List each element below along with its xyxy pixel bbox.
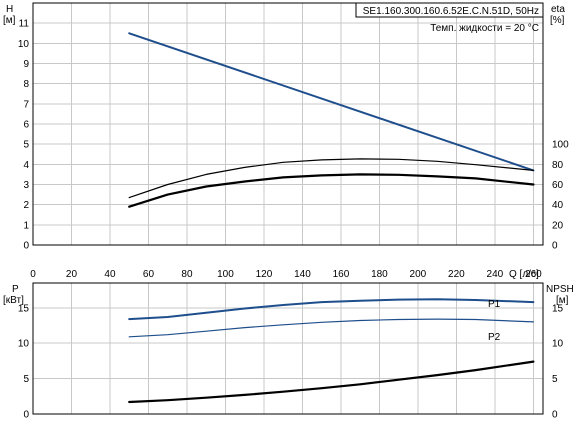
x-tick-label: 140 — [294, 269, 311, 280]
p2-curve — [128, 318, 535, 338]
top-right-axis-unit: [%] — [550, 15, 565, 26]
bottom-right-tick-label: 10 — [552, 339, 564, 350]
top-left-tick-label: 2 — [23, 200, 29, 211]
bottom-left-tick-label: 10 — [18, 339, 30, 350]
bottom-left-tick-label: 5 — [23, 374, 29, 385]
top-left-tick-label: 11 — [19, 19, 30, 30]
upper-thick-curve — [128, 173, 535, 208]
top-left-axis-title: H — [6, 4, 13, 15]
top-left-tick-label: 0 — [23, 241, 29, 252]
x-tick-label: 240 — [487, 269, 504, 280]
x-axis-label: Q [л/с] — [509, 269, 539, 280]
x-tick-label: 200 — [410, 269, 427, 280]
top-right-axis-title: eta — [551, 4, 565, 15]
bottom-left-axis-unit: [кВт] — [3, 295, 24, 306]
top-right-tick-label: 40 — [552, 200, 564, 211]
bottom-right-tick-label: 0 — [552, 410, 558, 421]
x-tick-label: 180 — [371, 269, 388, 280]
x-tick-label: 100 — [217, 269, 234, 280]
bottom-left-tick-label: 15 — [18, 303, 30, 314]
upper-thin-curve — [128, 158, 535, 199]
top-left-tick-label: 5 — [23, 140, 29, 151]
bottom-right-tick-label: 5 — [552, 374, 558, 385]
chart-title: SE1.160.300.160.6.52E.C.N.51D, 50Hz — [363, 6, 539, 17]
x-tick-label: 260 — [525, 269, 542, 280]
bottom-right-axis-unit: [м] — [556, 295, 569, 306]
top-right-tick-label: 80 — [552, 160, 564, 171]
x-tick-label: 220 — [448, 269, 465, 280]
x-tick-label: 60 — [143, 269, 155, 280]
x-tick-label: 120 — [256, 269, 273, 280]
x-tick-label: 160 — [333, 269, 350, 280]
top-right-tick-label: 0 — [552, 241, 558, 252]
top-left-tick-label: 9 — [23, 59, 29, 70]
top-left-tick-label: 8 — [23, 79, 29, 90]
top-left-tick-label: 3 — [23, 180, 29, 191]
npsh-curve — [128, 360, 535, 404]
top-right-tick-label: 20 — [552, 220, 564, 231]
bottom-right-tick-label: 15 — [552, 303, 564, 314]
top-right-tick-label: 60 — [552, 180, 564, 191]
title-box — [355, 2, 544, 18]
bottom-right-axis-title: NPSH — [546, 284, 574, 295]
x-tick-label: 80 — [181, 269, 193, 280]
p1-curve — [128, 298, 535, 321]
p1-label: P1 — [488, 299, 501, 310]
bottom-left-tick-label: 0 — [23, 410, 29, 421]
bottom-left-axis-title: P — [12, 284, 19, 295]
top-left-tick-label: 6 — [23, 120, 29, 131]
top-right-tick-label: 100 — [552, 140, 569, 151]
temperature-annotation: Темп. жидкости = 20 °C — [430, 23, 539, 34]
head-curve — [128, 32, 535, 172]
bottom-plot-frame — [32, 282, 544, 415]
x-tick-label: 40 — [104, 269, 116, 280]
top-left-tick-label: 4 — [23, 160, 29, 171]
top-left-axis-unit: [м] — [3, 15, 16, 26]
top-left-tick-label: 1 — [23, 220, 29, 231]
top-left-tick-label: 7 — [23, 99, 29, 110]
top-left-tick-label: 10 — [18, 39, 30, 50]
x-tick-label: 0 — [30, 269, 36, 280]
x-tick-label: 20 — [66, 269, 78, 280]
p2-label: P2 — [488, 332, 501, 343]
top-plot-frame — [32, 2, 544, 246]
